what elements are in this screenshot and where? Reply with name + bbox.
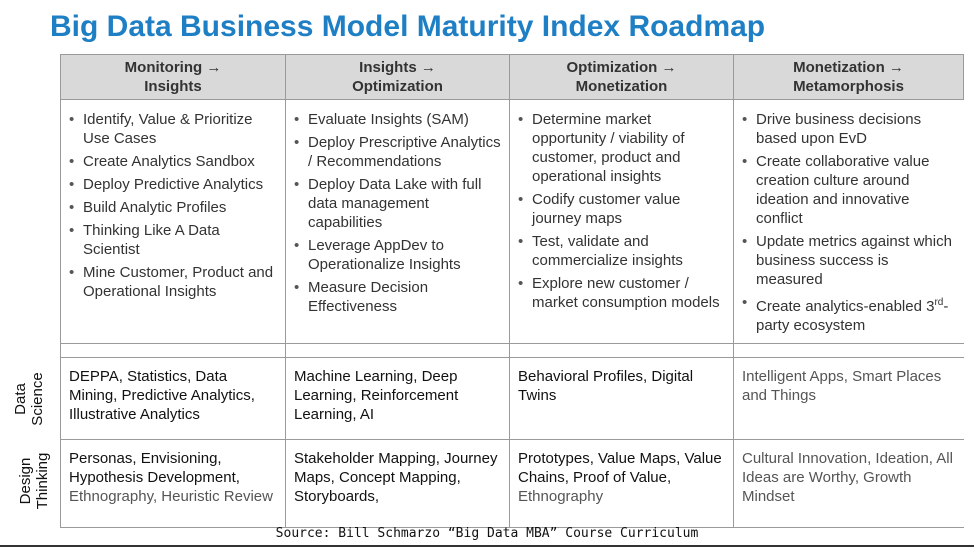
design-thinking-cell-4: Cultural Innovation, Ideation, All Ideas… [734, 449, 960, 506]
cell-text-muted: Ethnography [518, 488, 604, 505]
cell-text: Personas, Envisioning, Hypothesis Develo… [69, 450, 240, 486]
column-header-line2: Monetization [575, 78, 668, 95]
list-item: Test, validate and commercialize insight… [518, 232, 727, 270]
row-divider [60, 439, 964, 440]
roadmap-table: Monitoring → Insights Insights → Optimizat… [60, 54, 964, 528]
column-header-line1: Monitoring → [124, 59, 222, 76]
source-caption: Source: Bill Schmarzo “Big Data MBA” Cou… [275, 526, 699, 541]
column-header-monetization: Monetization → Metamorphosis [733, 54, 964, 100]
column-header-insights: Insights → Optimization [285, 54, 510, 100]
row-label-line1: Design [17, 457, 34, 505]
cell-text: Prototypes, Value Maps, Value Chains, Pr… [518, 450, 722, 486]
bullet-cell-optimization: Determine market opportunity / viability… [510, 110, 733, 316]
row-label-line1: Data [12, 383, 29, 415]
column-header-monitoring: Monitoring → Insights [60, 54, 286, 100]
list-item: Create analytics-enabled 3rd-party ecosy… [742, 293, 954, 335]
row-divider [60, 527, 964, 528]
design-thinking-cell-2: Stakeholder Mapping, Journey Maps, Conce… [286, 449, 509, 506]
column-header-line2: Metamorphosis [793, 78, 904, 95]
row-divider [60, 357, 964, 358]
cell-text: Stakeholder Mapping, Journey Maps, Conce… [294, 450, 498, 505]
cell-text: Behavioral Profiles, Digital Twins [518, 368, 694, 404]
column-header-line2: Insights [144, 78, 202, 95]
row-label-line2: Thinking [34, 452, 51, 510]
bullet-cell-insights: Evaluate Insights (SAM) Deploy Prescript… [286, 110, 509, 320]
column-header-optimization: Optimization → Monetization [509, 54, 734, 100]
column-header-line1: Monetization → [793, 59, 904, 76]
row-label-line2: Science [29, 372, 46, 426]
list-item: Mine Customer, Product and Operational I… [69, 263, 279, 301]
column-header-line2: Optimization [352, 78, 443, 95]
row-divider [60, 343, 964, 344]
list-item: Create Analytics Sandbox [69, 152, 279, 171]
list-item: Drive business decisions based upon EvD [742, 110, 954, 148]
list-item: Measure Decision Effectiveness [294, 278, 503, 316]
cell-text: Cultural Innovation, Ideation, All Ideas… [742, 450, 953, 505]
design-thinking-cell-1: Personas, Envisioning, Hypothesis Develo… [61, 449, 285, 506]
cell-text: DEPPA, Statistics, Data Mining, Predicti… [69, 368, 255, 423]
list-item: Create collaborative value creation cult… [742, 152, 954, 228]
list-item: Build Analytic Profiles [69, 198, 279, 217]
list-item: Codify customer value journey maps [518, 190, 727, 228]
bullet-cell-monetization: Drive business decisions based upon EvD … [734, 110, 960, 339]
column-header-line1: Optimization → [566, 59, 677, 76]
row-label-design-thinking: Design Thinking [17, 446, 53, 516]
list-item: Deploy Data Lake with full data manageme… [294, 175, 503, 232]
row-label-data-science: Data Science [12, 369, 48, 429]
column-divider [285, 100, 286, 528]
bullet-cell-monitoring: Identify, Value & Prioritize Use Cases C… [61, 110, 285, 305]
cell-text-muted: Ethnography, Heuristic Review [69, 488, 273, 505]
cell-text: Intelligent Apps, Smart Places and Thing… [742, 368, 942, 404]
list-item: Deploy Predictive Analytics [69, 175, 279, 194]
cell-text: Machine Learning, Deep Learning, Reinfor… [294, 368, 459, 423]
data-science-cell-3: Behavioral Profiles, Digital Twins [510, 367, 733, 405]
data-science-cell-4: Intelligent Apps, Smart Places and Thing… [734, 367, 960, 405]
column-divider [733, 100, 734, 528]
list-item: Evaluate Insights (SAM) [294, 110, 503, 129]
column-header-line1: Insights → [359, 59, 436, 76]
list-item: Thinking Like A Data Scientist [69, 221, 279, 259]
design-thinking-cell-3: Prototypes, Value Maps, Value Chains, Pr… [510, 449, 733, 506]
footer-rule [0, 545, 974, 547]
list-item: Update metrics against which business su… [742, 232, 954, 289]
column-divider [509, 100, 510, 528]
list-item: Leverage AppDev to Operationalize Insigh… [294, 236, 503, 274]
data-science-cell-1: DEPPA, Statistics, Data Mining, Predicti… [61, 367, 285, 424]
column-divider [60, 100, 61, 528]
list-item: Identify, Value & Prioritize Use Cases [69, 110, 279, 148]
list-item: Deploy Prescriptive Analytics / Recommen… [294, 133, 503, 171]
page-title: Big Data Business Model Maturity Index R… [50, 10, 766, 43]
list-item: Determine market opportunity / viability… [518, 110, 727, 186]
list-item: Explore new customer / market consumptio… [518, 274, 727, 312]
data-science-cell-2: Machine Learning, Deep Learning, Reinfor… [286, 367, 509, 424]
